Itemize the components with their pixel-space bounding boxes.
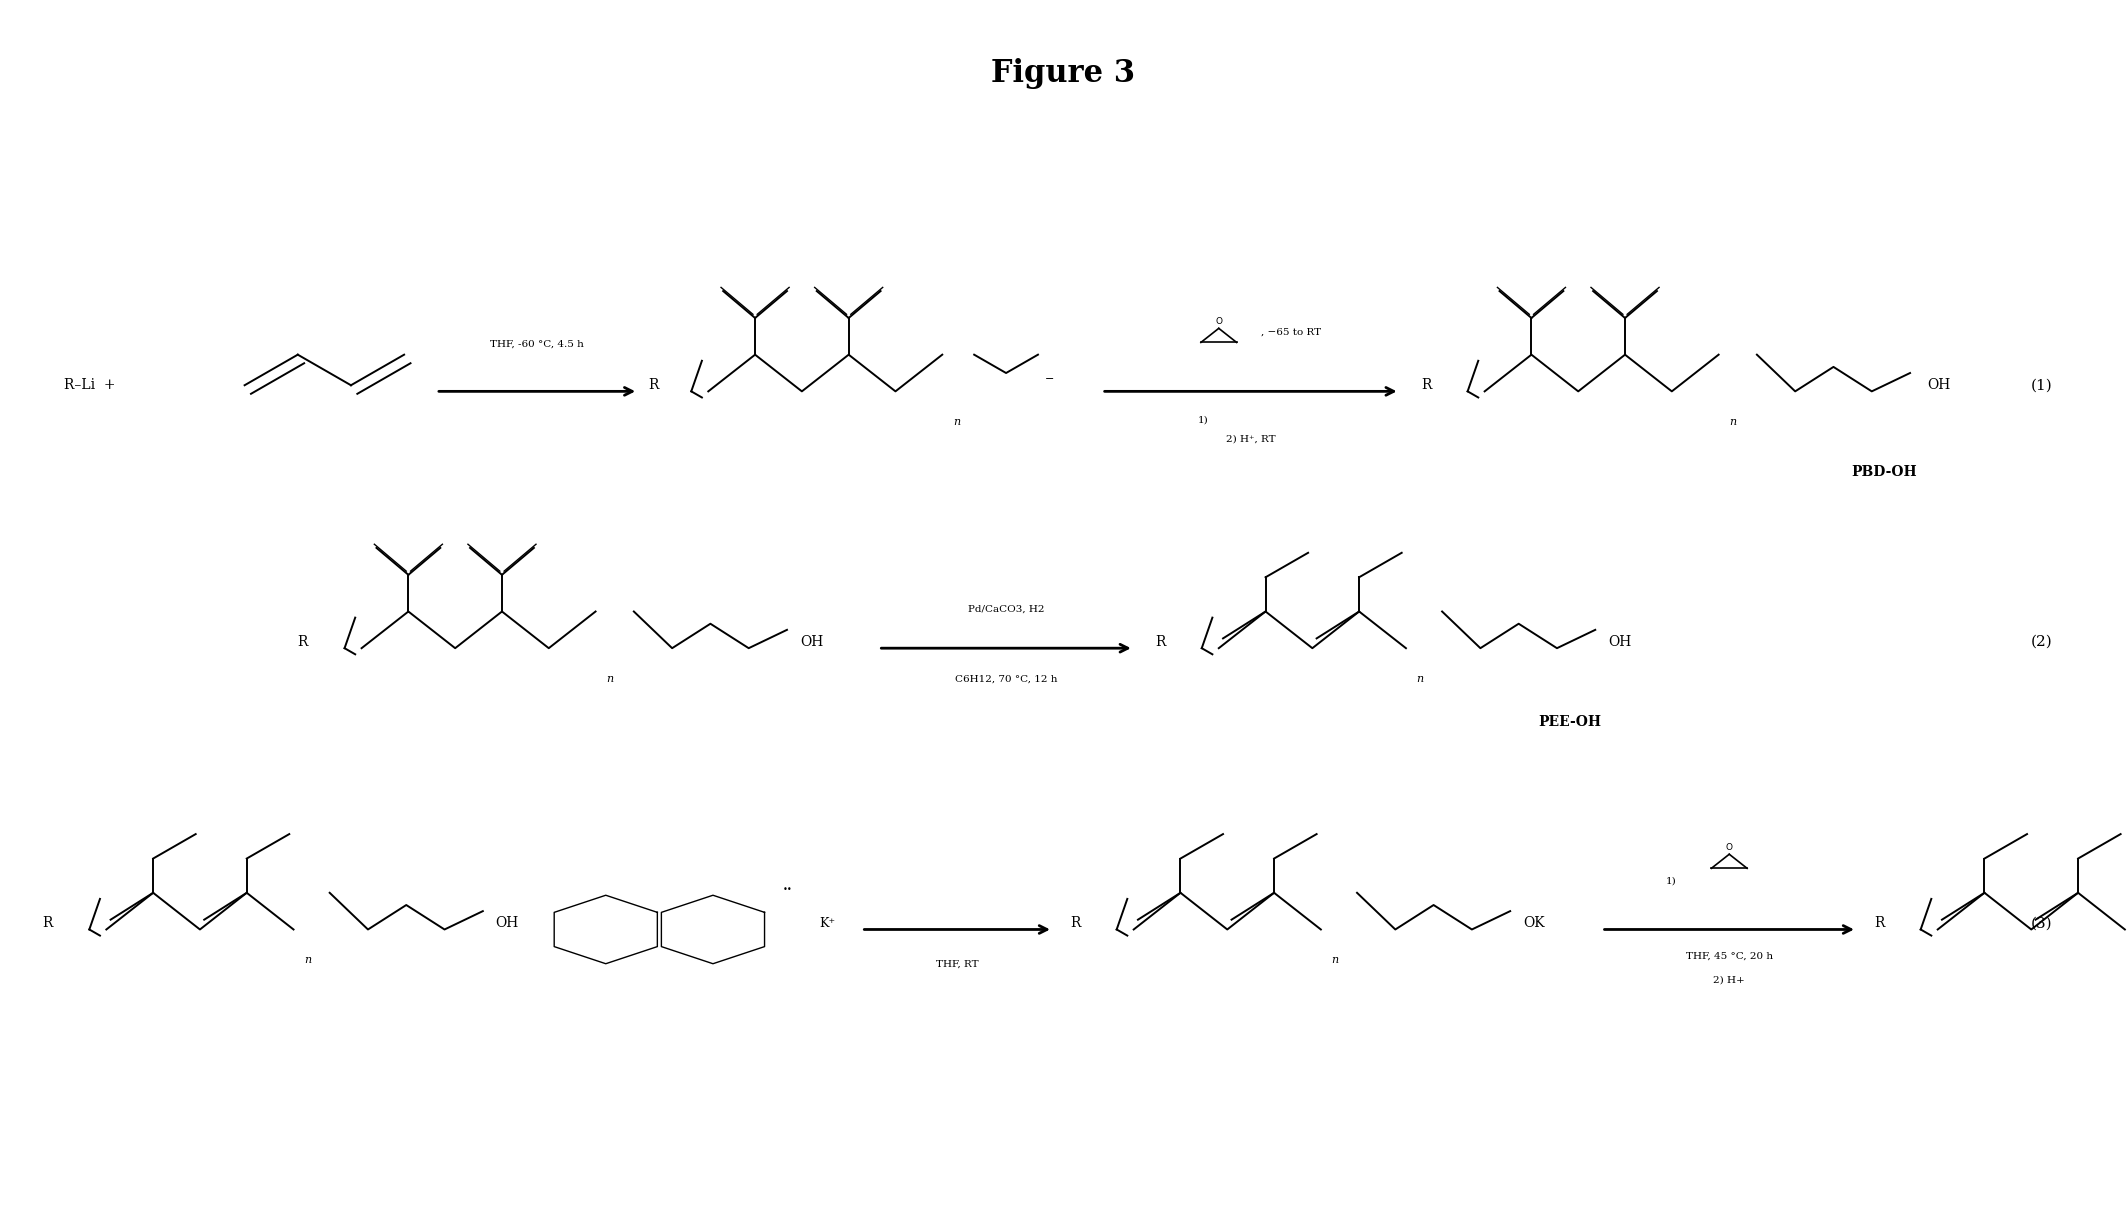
Text: 2) H⁺, RT: 2) H⁺, RT [1225,434,1276,443]
Text: 1): 1) [1665,876,1676,885]
Text: PBD-OH: PBD-OH [1853,465,1916,478]
Text: PEE-OH: PEE-OH [1538,715,1602,729]
Text: R: R [1070,916,1081,931]
Text: O: O [1725,843,1734,852]
Text: R: R [298,635,308,649]
Text: n: n [1729,417,1736,427]
Text: n: n [1417,674,1423,684]
Text: (2): (2) [2031,635,2053,649]
Text: R: R [1874,916,1885,931]
Text: C6H12, 70 °C, 12 h: C6H12, 70 °C, 12 h [955,675,1057,684]
Text: THF, -60 °C, 4.5 h: THF, -60 °C, 4.5 h [489,340,585,349]
Text: THF, RT: THF, RT [936,960,978,969]
Text: K⁺: K⁺ [819,917,836,929]
Text: ••: •• [783,884,793,894]
Text: OH: OH [1927,378,1950,393]
Text: R: R [1155,635,1166,649]
Text: n: n [1332,955,1338,965]
Text: 1): 1) [1198,416,1208,424]
Text: R: R [43,916,53,931]
Text: n: n [606,674,613,684]
Text: n: n [304,955,311,965]
Text: R–Li  +: R–Li + [64,378,115,393]
Text: (1): (1) [2031,378,2053,393]
Text: Figure 3: Figure 3 [991,57,1136,89]
Text: OK: OK [1523,916,1544,931]
Text: 2) H+: 2) H+ [1714,976,1744,985]
Text: R: R [649,378,659,393]
Text: O: O [1215,317,1223,327]
Text: , −65 to RT: , −65 to RT [1261,328,1321,338]
Text: Pd/CaCO3, H2: Pd/CaCO3, H2 [968,605,1044,614]
Text: THF, 45 °C, 20 h: THF, 45 °C, 20 h [1687,951,1772,960]
Text: n: n [953,417,959,427]
Text: OH: OH [800,635,823,649]
Text: (3): (3) [2031,916,2053,931]
Text: −: − [1044,374,1053,384]
Text: R: R [1421,378,1431,393]
Text: OH: OH [496,916,519,931]
Text: OH: OH [1608,635,1631,649]
